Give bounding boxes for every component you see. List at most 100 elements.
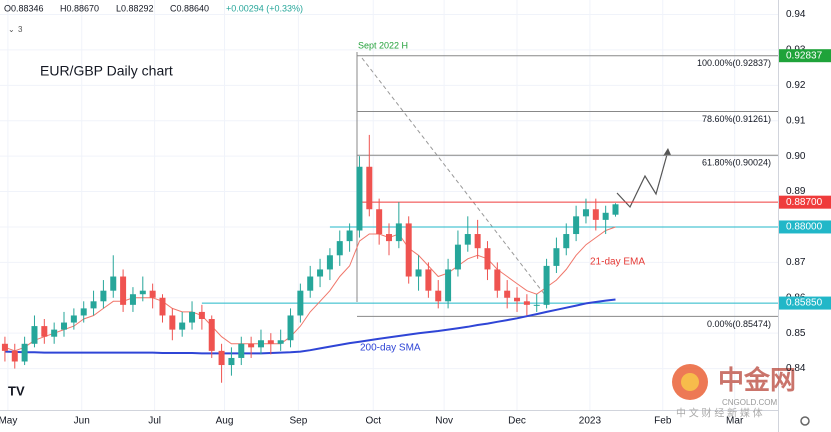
candle-body xyxy=(553,248,560,266)
y-tick-label: 0.85 xyxy=(786,328,806,339)
candle-body xyxy=(31,326,38,344)
indicator-count[interactable]: 3 xyxy=(18,25,23,34)
candle-body xyxy=(80,308,87,316)
ma-line xyxy=(4,226,616,352)
header-close: C0.88640 xyxy=(170,3,209,13)
candle-body xyxy=(533,304,540,306)
candle-body xyxy=(41,326,48,337)
candle-body xyxy=(248,343,255,348)
candle-body xyxy=(573,216,580,235)
candle-body xyxy=(120,276,127,305)
candle-body xyxy=(1,343,8,351)
x-tick-label: Oct xyxy=(365,416,381,427)
candle-body xyxy=(70,315,77,323)
price-tag-label: 0.88000 xyxy=(786,222,823,233)
price-tag xyxy=(779,195,831,209)
candle-body xyxy=(563,234,570,249)
price-tag xyxy=(779,49,831,63)
chart-title: EUR/GBP Daily chart xyxy=(40,63,173,79)
candle-body xyxy=(228,357,235,366)
candle-body xyxy=(523,301,530,305)
candle-body xyxy=(317,269,324,277)
price-tag-label: 0.88700 xyxy=(786,197,823,208)
fib-label: 61.80%(0.90024) xyxy=(702,158,771,168)
candle-body xyxy=(159,297,166,316)
high-annotation: Sept 2022 H xyxy=(358,40,408,50)
x-tick-label: Nov xyxy=(435,416,453,427)
candle-body xyxy=(238,343,245,358)
y-tick-label: 0.87 xyxy=(786,257,806,268)
fib-label: 78.60%(0.91261) xyxy=(702,114,771,124)
candle-body xyxy=(405,223,412,277)
y-tick-label: 0.90 xyxy=(786,151,806,162)
x-tick-label: 2023 xyxy=(579,416,602,427)
candle-body xyxy=(484,248,491,270)
trend-dash xyxy=(361,57,546,296)
grid xyxy=(0,0,778,410)
x-tick-label: May xyxy=(0,416,17,427)
y-tick-label: 0.84 xyxy=(786,363,806,374)
x-tick-label: Aug xyxy=(216,416,234,427)
watermark-logo-inner xyxy=(681,373,699,391)
candle-body xyxy=(346,230,353,242)
candle-body xyxy=(61,322,68,330)
price-tag xyxy=(779,296,831,310)
candle-body xyxy=(602,212,609,220)
candle-body xyxy=(386,234,392,242)
header-low: L0.88292 xyxy=(116,3,154,13)
candle-body xyxy=(582,209,589,217)
y-tick-label: 0.91 xyxy=(786,115,806,126)
candle-body xyxy=(612,204,619,215)
candle-body xyxy=(474,234,481,249)
ma-line xyxy=(4,298,616,355)
candle-body xyxy=(129,294,136,305)
candle-body xyxy=(445,269,452,302)
y-tick-label: 0.89 xyxy=(786,186,806,197)
y-tick-label: 0.92 xyxy=(786,80,806,91)
candle-body xyxy=(395,223,402,242)
candle-body xyxy=(90,301,97,309)
candle-body xyxy=(169,315,176,330)
candle-body xyxy=(504,290,511,298)
candle-body xyxy=(376,209,383,235)
candle-body xyxy=(543,265,550,305)
x-tick-label: Mar xyxy=(726,416,744,427)
settings-icon[interactable] xyxy=(800,416,810,426)
candle-body xyxy=(454,244,461,270)
candle-body xyxy=(415,269,422,277)
candle-body xyxy=(198,311,205,320)
x-tick-label: Jun xyxy=(74,416,90,427)
candle-body xyxy=(435,290,442,302)
plot xyxy=(1,55,778,383)
candle-body xyxy=(179,322,186,330)
y-tick-label: 0.94 xyxy=(786,9,806,20)
candle-body xyxy=(494,269,501,291)
price-tag xyxy=(779,220,831,234)
price-tag-label: 0.92837 xyxy=(786,50,823,61)
candle-body xyxy=(336,241,343,256)
x-tick-label: Sep xyxy=(289,416,307,427)
header-high: H0.88670 xyxy=(60,3,99,13)
candle-body xyxy=(51,329,58,337)
indicator-toggle[interactable]: ⌄ xyxy=(8,25,15,34)
candle-body xyxy=(326,255,333,270)
fib-label: 0.00%(0.85474) xyxy=(707,319,771,329)
candle-body xyxy=(208,319,215,351)
candle-body xyxy=(356,166,363,231)
candle-body xyxy=(218,350,225,366)
ema-annotation: 21-day EMA xyxy=(590,257,645,268)
price-tag-label: 0.85850 xyxy=(786,298,823,309)
candle-body xyxy=(267,340,274,344)
candle-body xyxy=(287,315,294,341)
x-tick-label: Jul xyxy=(148,416,161,427)
x-tick-label: Dec xyxy=(508,416,526,427)
candle-body xyxy=(149,290,156,298)
candle-body xyxy=(297,290,304,316)
candle-body xyxy=(189,311,196,323)
candle-body xyxy=(514,297,521,302)
candle-body xyxy=(425,269,432,291)
arrow-head xyxy=(663,148,671,156)
watermark-site: CNGOLD.COM xyxy=(722,398,777,407)
x-tick-label: Feb xyxy=(654,416,672,427)
